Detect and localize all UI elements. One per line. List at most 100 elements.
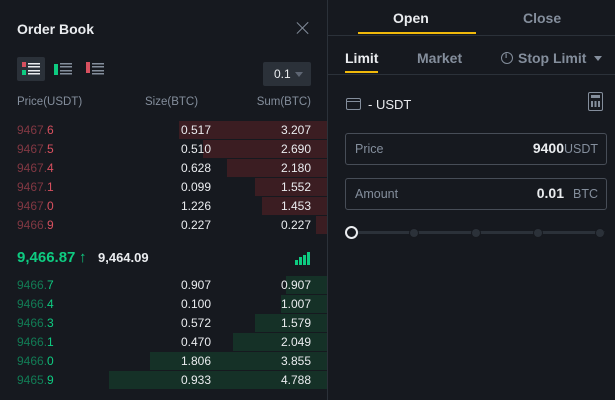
ask-row[interactable]: 9467.4 0.628 2.180 xyxy=(0,158,327,177)
slider-step-75[interactable] xyxy=(533,228,543,238)
tab-stop-limit-label: Stop Limit xyxy=(518,50,587,66)
bid-row[interactable]: 9465.9 0.933 4.788 xyxy=(0,370,327,389)
bid-row[interactable]: 9466.1 0.470 2.049 xyxy=(0,332,327,351)
row-price-main: 9467. xyxy=(17,123,48,137)
row-price: 9467.6 xyxy=(17,123,54,137)
row-price-main: 9466. xyxy=(17,278,48,292)
bid-row[interactable]: 9466.0 1.806 3.855 xyxy=(0,351,327,370)
row-sum: 3.207 xyxy=(280,123,311,137)
order-book-header: Order Book xyxy=(17,18,317,42)
row-price-main: 9467. xyxy=(17,199,48,213)
row-price: 9466.9 xyxy=(17,218,54,232)
close-icon[interactable] xyxy=(295,20,311,36)
tab-limit[interactable]: Limit xyxy=(345,50,379,66)
available-balance-value: - USDT xyxy=(368,97,412,112)
row-sum: 1.579 xyxy=(280,316,311,330)
ask-row[interactable]: 9467.5 0.510 2.690 xyxy=(0,139,327,158)
column-header-size: Size(BTC) xyxy=(145,96,199,108)
ask-row[interactable]: 9467.6 0.517 3.207 xyxy=(0,120,327,139)
row-size: 0.099 xyxy=(180,180,211,194)
row-sum: 1.453 xyxy=(280,199,311,213)
trade-panel: Open Close Limit Market Stop Limit - USD… xyxy=(328,0,615,400)
bid-row[interactable]: 9466.7 0.907 0.907 xyxy=(0,275,327,294)
order-book-title: Order Book xyxy=(17,21,95,37)
amount-unit: BTC xyxy=(573,187,598,201)
depth-bar xyxy=(150,352,327,370)
row-price: 9466.4 xyxy=(17,297,54,311)
slider-step-100[interactable] xyxy=(595,228,605,238)
price-field[interactable]: Price 9400 USDT xyxy=(345,133,607,165)
row-sum: 0.227 xyxy=(280,218,311,232)
row-size: 0.628 xyxy=(180,161,211,175)
amount-label: Amount xyxy=(355,187,399,201)
price-input[interactable]: 9400 xyxy=(532,140,564,156)
row-price-last-digit: 1 xyxy=(47,335,54,349)
row-price-main: 9466. xyxy=(17,354,48,368)
row-price-main: 9467. xyxy=(17,161,48,175)
row-price-main: 9466. xyxy=(17,316,48,330)
depth-bar xyxy=(262,197,327,215)
calculator-icon[interactable] xyxy=(588,92,603,111)
tab-open[interactable]: Open xyxy=(393,10,429,26)
bid-row[interactable]: 9466.3 0.572 1.579 xyxy=(0,313,327,332)
row-price-last-digit: 3 xyxy=(47,316,54,330)
view-bids-button[interactable] xyxy=(49,57,77,81)
signal-bars-icon xyxy=(295,252,311,265)
tab-stop-limit[interactable]: Stop Limit xyxy=(501,50,603,66)
row-price-main: 9466. xyxy=(17,218,48,232)
precision-select[interactable]: 0.1 xyxy=(263,62,311,86)
row-price-last-digit: 5 xyxy=(47,142,54,156)
precision-value: 0.1 xyxy=(274,67,291,81)
row-price: 9466.1 xyxy=(17,335,54,349)
row-price-last-digit: 0 xyxy=(47,199,54,213)
row-price: 9467.4 xyxy=(17,161,54,175)
row-price: 9467.5 xyxy=(17,142,54,156)
row-price: 9466.0 xyxy=(17,354,54,368)
view-both-button[interactable] xyxy=(17,57,45,81)
depth-bar xyxy=(286,276,327,294)
row-size: 0.572 xyxy=(180,316,211,330)
row-price-last-digit: 9 xyxy=(47,373,54,387)
arrow-up-icon: ↑ xyxy=(79,249,87,266)
wallet-icon xyxy=(346,98,361,110)
order-book-panel: Order Book xyxy=(0,0,328,400)
amount-field[interactable]: Amount 0.01 BTC xyxy=(345,178,607,210)
row-price-last-digit: 4 xyxy=(47,297,54,311)
order-book-view-switcher: 0.1 xyxy=(17,57,317,86)
row-sum: 1.007 xyxy=(280,297,311,311)
row-size: 1.226 xyxy=(180,199,211,213)
view-asks-button[interactable] xyxy=(81,57,109,81)
tab-market[interactable]: Market xyxy=(417,50,463,66)
row-price-main: 9467. xyxy=(17,142,48,156)
info-icon xyxy=(501,51,513,64)
row-price-main: 9466. xyxy=(17,297,48,311)
row-price-main: 9467. xyxy=(17,180,48,194)
slider-handle[interactable] xyxy=(345,226,358,239)
ask-row[interactable]: 9467.0 1.226 1.453 xyxy=(0,196,327,215)
row-price-last-digit: 7 xyxy=(47,278,54,292)
ask-row[interactable]: 9466.9 0.227 0.227 xyxy=(0,215,327,234)
row-price-last-digit: 4 xyxy=(47,161,54,175)
depth-bar xyxy=(255,178,327,196)
bid-row[interactable]: 9466.4 0.100 1.007 xyxy=(0,294,327,313)
mark-price[interactable]: 9,464.09 xyxy=(98,250,149,265)
depth-bar xyxy=(227,159,327,177)
row-size: 0.517 xyxy=(180,123,211,137)
last-price: 9,466.87 xyxy=(17,249,76,266)
row-sum: 3.855 xyxy=(280,354,311,368)
slider-step-25[interactable] xyxy=(409,228,419,238)
ask-row[interactable]: 9467.1 0.099 1.552 xyxy=(0,177,327,196)
row-price-last-digit: 6 xyxy=(47,123,54,137)
price-unit: USDT xyxy=(563,142,598,156)
tab-close[interactable]: Close xyxy=(523,10,562,26)
depth-bar xyxy=(203,140,327,158)
row-sum: 0.907 xyxy=(280,278,311,292)
amount-slider[interactable] xyxy=(345,226,607,240)
row-size: 0.470 xyxy=(180,335,211,349)
slider-step-50[interactable] xyxy=(471,228,481,238)
active-order-type-indicator xyxy=(345,71,378,73)
amount-input[interactable]: 0.01 xyxy=(536,185,564,201)
depth-bar xyxy=(281,295,327,313)
order-book-asks-icon xyxy=(86,62,104,75)
depth-bar xyxy=(316,216,327,234)
